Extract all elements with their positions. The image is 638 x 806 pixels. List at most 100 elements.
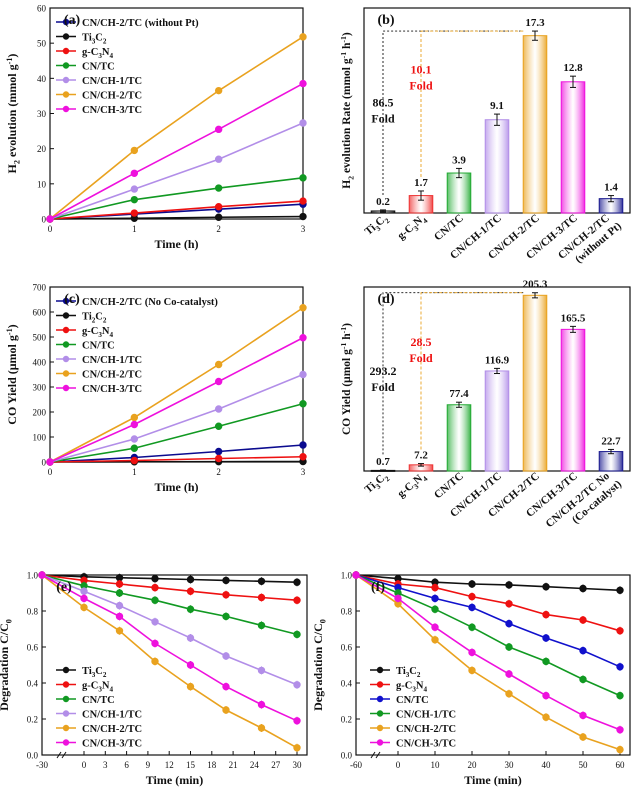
data-point xyxy=(299,212,307,221)
legend-label: Ti2C2 xyxy=(82,312,107,325)
data-point xyxy=(214,447,223,456)
axis-break xyxy=(370,751,376,759)
y-axis-label: CO Yield (μmol g-1) xyxy=(5,324,19,424)
data-point xyxy=(214,155,223,163)
y-tick-label: 0 xyxy=(42,458,47,468)
data-point xyxy=(214,202,223,211)
panel-4: 0.0 0.2 0.4 0.6 0.8 1.0 -30 0 3 6 9 12 15 18 21 24 27 30 T… xyxy=(0,571,308,787)
data-point xyxy=(293,717,301,725)
series-line-0 xyxy=(41,574,298,583)
series-line-2 xyxy=(41,574,298,636)
data-point xyxy=(616,586,624,594)
y-axis-label: H2 evolution Rate (mmol g-1 h-1) xyxy=(339,32,355,189)
panel-5: 0.0 0.2 0.4 0.6 0.8 1.0 -60 0 10 20 30 40 50 60 Time (… xyxy=(311,571,631,787)
legend-marker xyxy=(62,18,70,26)
legend-marker xyxy=(376,681,384,688)
legend-label: g-C3N4 xyxy=(396,681,428,694)
series-line-5 xyxy=(49,307,304,463)
x-tick-label: 0 xyxy=(396,760,401,770)
series-line-1 xyxy=(41,574,298,601)
data-point xyxy=(257,666,266,675)
x-tick-label: 20 xyxy=(468,760,478,770)
legend-marker xyxy=(376,666,384,674)
data-point xyxy=(293,681,301,689)
bar xyxy=(446,172,472,214)
legend-marker xyxy=(62,105,70,113)
legend-marker xyxy=(62,710,70,717)
x-tick-label: 3 xyxy=(301,224,306,234)
x-tick-label: 10 xyxy=(431,760,441,770)
data-point xyxy=(293,578,301,586)
data-point xyxy=(299,174,307,182)
legend-label: CN/TC xyxy=(82,695,115,706)
plot-frame xyxy=(355,574,631,756)
value-label: 17.3 xyxy=(525,17,545,29)
y-tick-label: 60 xyxy=(37,4,47,14)
panel-2: 0 100 200 300 400 500 600 700 0 1 2 3 Time (h) CO Yie… xyxy=(5,283,307,494)
data-point xyxy=(115,574,124,582)
data-point xyxy=(468,623,476,631)
data-point xyxy=(186,575,195,584)
series-line-6 xyxy=(49,82,304,220)
legend-label: CN/CH-1/TC xyxy=(82,76,142,87)
bar xyxy=(560,328,586,472)
y-tick-label: 10 xyxy=(37,179,47,189)
legend-label: CN/CH-1/TC xyxy=(396,710,456,721)
legend-marker xyxy=(62,370,70,377)
data-point xyxy=(468,666,476,675)
y-axis-label: Degradation C/C0 xyxy=(311,619,328,711)
data-point xyxy=(542,610,550,619)
series-line-4 xyxy=(41,574,298,749)
fold-label: Fold xyxy=(371,112,395,126)
data-point xyxy=(151,657,159,666)
data-point xyxy=(214,213,223,221)
x-tick-label: 0 xyxy=(82,760,87,770)
series-line-4 xyxy=(49,122,304,220)
y-tick-label: 1.0 xyxy=(341,571,353,581)
data-point xyxy=(214,422,223,430)
panel-1: 0.2Ti3C21.7g-C3N43.9CN/TC9.1CN/CH-1/TC17… xyxy=(339,7,631,266)
bar xyxy=(522,294,548,472)
y-tick-label: 0.6 xyxy=(27,643,39,653)
legend-label: CN/CH-3/TC xyxy=(82,384,142,395)
legend-marker xyxy=(62,384,70,392)
y-axis-label: H2 evolution (mmol g-1) xyxy=(5,54,22,174)
legend-marker xyxy=(62,312,70,319)
data-point xyxy=(214,184,223,192)
data-point xyxy=(151,618,159,626)
series-line-5 xyxy=(41,574,298,722)
series-line-5 xyxy=(355,574,621,731)
data-point xyxy=(214,86,223,95)
legend-marker xyxy=(62,297,70,305)
y-tick-label: 100 xyxy=(33,433,47,443)
x-tick-label: 24 xyxy=(250,760,260,770)
legend-marker xyxy=(62,695,70,703)
data-point xyxy=(299,400,307,408)
data-point xyxy=(222,576,230,585)
data-point xyxy=(579,584,587,593)
x-tick-label: 30 xyxy=(293,760,303,770)
category-label: g-C3N4 xyxy=(395,212,429,244)
axis-break xyxy=(56,751,62,759)
data-point xyxy=(151,639,159,648)
legend-marker xyxy=(376,695,384,703)
data-point xyxy=(431,583,439,592)
series-line-3 xyxy=(41,574,298,686)
bar xyxy=(484,119,510,214)
data-point xyxy=(579,675,587,684)
series-line-0 xyxy=(355,574,621,592)
legend-marker xyxy=(62,33,70,40)
data-point xyxy=(186,634,195,642)
data-point xyxy=(505,690,513,698)
value-label: 1.4 xyxy=(604,182,618,194)
y-axis-label: Degradation C/C0 xyxy=(0,619,14,711)
panel-0: 0 10 20 30 40 50 60 0 1 2 3 Time (h) H2 evolution (m… xyxy=(5,4,307,251)
value-label: 205.3 xyxy=(523,279,548,291)
legend-label: g-C3N4 xyxy=(82,326,114,339)
data-point xyxy=(579,711,587,720)
x-tick-label: 40 xyxy=(542,760,552,770)
series-line-5 xyxy=(49,36,304,220)
x-axis-label: Time (h) xyxy=(154,237,198,251)
